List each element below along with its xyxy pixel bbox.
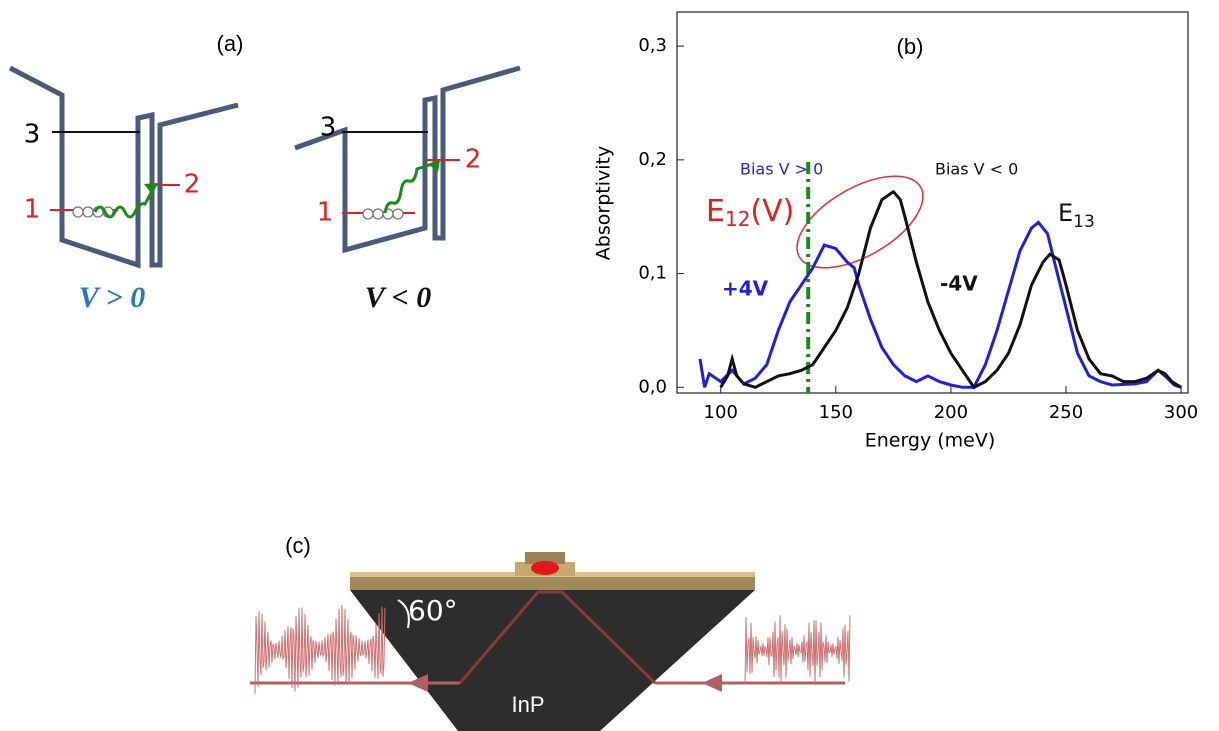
- wave-packet: [745, 615, 850, 685]
- annotation: Bias V > 0: [740, 160, 823, 179]
- y-tick-label: 0,3: [638, 35, 667, 56]
- well-left: [10, 68, 238, 265]
- figure: (a) 3 2 1 V > 0 3 2 1 V < 0 (b) Energy (…: [0, 0, 1219, 731]
- annotation-sub: 12: [725, 207, 750, 231]
- annotation-part: E: [706, 194, 725, 229]
- series-line: [700, 222, 1181, 387]
- annotation: E13: [1058, 199, 1095, 232]
- electrons: [363, 209, 403, 219]
- annotation: Bias V < 0: [935, 160, 1018, 179]
- x-tick-label: 200: [934, 402, 968, 423]
- y-tick-label: 0,0: [638, 376, 667, 397]
- annotation: E12(V): [706, 194, 794, 231]
- panel-label: (a): [217, 31, 244, 56]
- y-axis-label: Absorptivity: [593, 146, 615, 260]
- x-axis-label: Energy (meV): [865, 430, 996, 452]
- level-label: 3: [24, 120, 41, 150]
- y-tick-label: 0,2: [638, 149, 667, 170]
- annotation-part: (V): [750, 194, 794, 229]
- y-tick-label: 0,1: [638, 263, 667, 284]
- level-label: 2: [465, 145, 482, 175]
- panel-c: (c) 60° InP: [250, 533, 850, 731]
- panel-label: (c): [285, 533, 311, 558]
- panel-b: (b) Energy (meV) Absorptivity Bias V > 0…: [593, 12, 1199, 452]
- wave-packet: [255, 605, 385, 694]
- active-region: [531, 561, 559, 575]
- x-tick-label: 100: [704, 402, 738, 423]
- angle-label: 60°: [408, 594, 458, 627]
- panel-a: (a) 3 2 1 V > 0 3 2 1 V < 0: [10, 31, 520, 314]
- caption: V > 0: [79, 281, 146, 314]
- arrow-head: [702, 674, 722, 692]
- series-label: +4V: [722, 277, 769, 301]
- photon-arrow: [95, 186, 155, 217]
- material-label: InP: [511, 692, 544, 717]
- annotation-sub: 13: [1073, 212, 1095, 232]
- x-tick-label: 250: [1049, 402, 1083, 423]
- caption: V < 0: [365, 281, 432, 314]
- chart-title: (b): [897, 34, 924, 59]
- level-label: 1: [24, 195, 41, 225]
- x-tick-label: 150: [819, 402, 853, 423]
- x-tick-label: 300: [1164, 402, 1198, 423]
- arrow-head: [144, 183, 158, 194]
- series-label: -4V: [940, 272, 978, 296]
- annotation-part: E: [1058, 199, 1073, 227]
- level-label: 1: [317, 198, 334, 228]
- level-label: 2: [184, 170, 201, 200]
- level-label: 3: [320, 113, 337, 143]
